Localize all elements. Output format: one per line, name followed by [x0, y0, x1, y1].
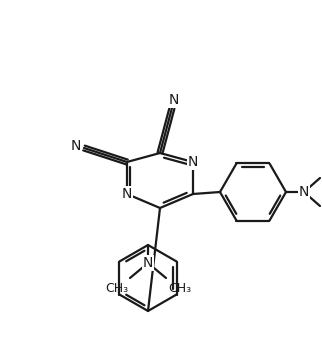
Text: N: N [122, 187, 132, 201]
Text: N: N [169, 93, 179, 107]
Text: N: N [71, 139, 81, 153]
Text: N: N [143, 256, 153, 270]
Text: N: N [188, 155, 198, 169]
Text: N: N [299, 185, 309, 199]
Text: CH₃: CH₃ [105, 282, 128, 295]
Text: CH₃: CH₃ [168, 282, 191, 295]
